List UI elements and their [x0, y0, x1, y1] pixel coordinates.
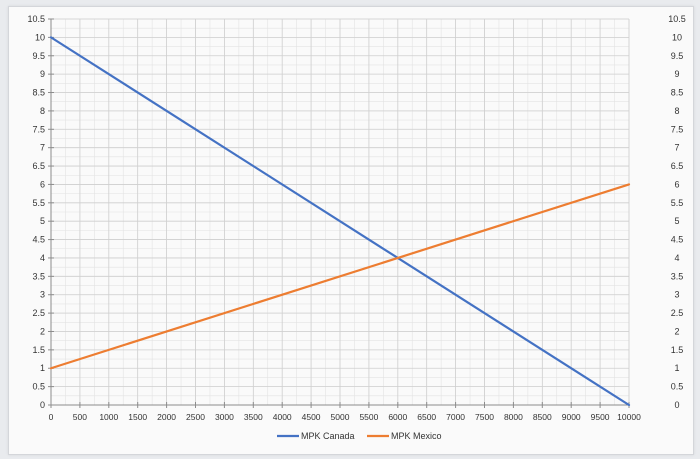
- y-tick-label-right: 3.5: [671, 271, 684, 281]
- x-tick-label: 2500: [186, 412, 205, 422]
- axes: 0 00.5 0.51 11.5 1.52 22.5 2.53 33.5 3.54 44.5 4.5…: [27, 14, 685, 422]
- x-tick-label: 9000: [562, 412, 581, 422]
- y-tick-label-right: 7: [674, 143, 679, 153]
- series-lines: [49, 36, 631, 407]
- x-tick-label: 5500: [359, 412, 378, 422]
- y-tick-label-right: 0.5: [671, 382, 684, 392]
- line-chart: 0 00.5 0.51 11.5 1.52 22.5 2.53 33.5 3.54 44.5 4.5…: [27, 14, 685, 441]
- y-tick-label-left: 2: [40, 326, 45, 336]
- y-tick-label-left: 10.5: [27, 14, 45, 24]
- y-tick-label-left: 4: [40, 253, 45, 263]
- y-tick-label-left: 10: [35, 32, 45, 42]
- y-tick-label-right: 2.5: [671, 308, 684, 318]
- x-tick-label: 3500: [244, 412, 263, 422]
- y-tick-label-right: 4.5: [671, 235, 684, 245]
- y-tick-label-left: 6: [40, 179, 45, 189]
- y-tick-label-left: 3.5: [32, 271, 45, 281]
- y-tick-label-left: 0: [40, 400, 45, 410]
- x-tick-label: 6500: [417, 412, 436, 422]
- y-tick-label-left: 0.5: [32, 382, 45, 392]
- series-line-mpk-mexico: [49, 183, 631, 370]
- y-tick-label-right: 5.5: [671, 198, 684, 208]
- y-tick-label-left: 5.5: [32, 198, 45, 208]
- y-tick-label-right: 4: [674, 253, 679, 263]
- x-tick-label: 7000: [446, 412, 465, 422]
- y-tick-label-right: 7.5: [671, 124, 684, 134]
- y-tick-label-right: 2: [674, 326, 679, 336]
- x-tick-label: 8500: [533, 412, 552, 422]
- legend-label: MPK Mexico: [391, 431, 442, 441]
- x-tick-label: 4500: [302, 412, 321, 422]
- y-tick-label-left: 3: [40, 290, 45, 300]
- x-tick-label: 1000: [99, 412, 118, 422]
- chart-frame: 0 0 0.5 0.5 1 1 1.5 1.5 2 2 2.5 2.5 3 3 3.5 3.5 4 4 4.5 4.5…: [8, 6, 694, 455]
- y-tick-label-left: 5: [40, 216, 45, 226]
- series-line-mpk-canada: [49, 36, 631, 407]
- y-tick-label-left: 8: [40, 106, 45, 116]
- y-tick-label-left: 1.5: [32, 345, 45, 355]
- x-tick-label: 7500: [475, 412, 494, 422]
- y-tick-label-right: 6.5: [671, 161, 684, 171]
- y-tick-label-right: 10.5: [668, 14, 686, 24]
- y-tick-label-right: 0: [674, 400, 679, 410]
- y-tick-label-left: 2.5: [32, 308, 45, 318]
- y-tick-label-left: 7.5: [32, 124, 45, 134]
- x-tick-label: 9500: [591, 412, 610, 422]
- y-tick-label-left: 6.5: [32, 161, 45, 171]
- y-tick-label-right: 1.5: [671, 345, 684, 355]
- x-tick-label: 4000: [273, 412, 292, 422]
- x-tick-label: 0: [49, 412, 54, 422]
- x-tick-label: 6000: [388, 412, 407, 422]
- y-tick-label-right: 9.5: [671, 51, 684, 61]
- x-tick-label: 500: [73, 412, 87, 422]
- x-tick-label: 2000: [157, 412, 176, 422]
- legend: MPK Canada MPK Mexico: [277, 431, 442, 441]
- y-tick-label-right: 6: [674, 179, 679, 189]
- y-tick-label-right: 10: [672, 32, 682, 42]
- x-tick-label: 8000: [504, 412, 523, 422]
- x-tick-label: 1500: [128, 412, 147, 422]
- y-tick-label-right: 3: [674, 290, 679, 300]
- y-tick-label-left: 9: [40, 69, 45, 79]
- y-tick-label-right: 5: [674, 216, 679, 226]
- y-tick-label-right: 9: [674, 69, 679, 79]
- y-tick-label-left: 7: [40, 143, 45, 153]
- x-tick-label: 5000: [331, 412, 350, 422]
- y-tick-label-left: 8.5: [32, 88, 45, 98]
- legend-label: MPK Canada: [301, 431, 355, 441]
- y-tick-label-right: 8: [674, 106, 679, 116]
- y-tick-label-left: 1: [40, 363, 45, 373]
- x-tick-label: 3000: [215, 412, 234, 422]
- y-tick-label-right: 1: [674, 363, 679, 373]
- y-tick-label-left: 9.5: [32, 51, 45, 61]
- y-tick-label-right: 8.5: [671, 88, 684, 98]
- x-tick-label: 10000: [617, 412, 641, 422]
- y-tick-label-left: 4.5: [32, 235, 45, 245]
